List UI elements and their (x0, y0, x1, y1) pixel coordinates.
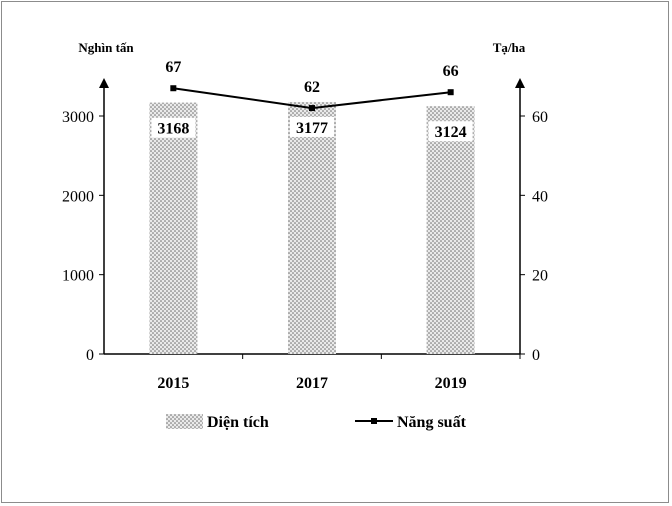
x-tick-label: 2017 (296, 375, 328, 392)
left-axis-arrow (99, 78, 109, 88)
left-tick-label: 3000 (62, 109, 94, 126)
bar-value-label: 3168 (157, 121, 189, 138)
right-tick-label: 60 (532, 109, 548, 126)
x-tick-label: 2019 (435, 375, 467, 392)
bar-label-bg (290, 116, 334, 137)
bar-dien-tich (288, 101, 336, 354)
bar-dien-tich (426, 106, 475, 355)
legend-bar-label: Diện tích (207, 414, 269, 431)
x-tick-label: 2015 (157, 375, 189, 392)
right-tick-label: 40 (532, 188, 548, 205)
line-value-label: 67 (165, 59, 181, 76)
bar-label-bg (428, 121, 473, 142)
line-value-label: 66 (443, 63, 459, 80)
bar-value-label: 3124 (435, 124, 467, 141)
data-labels: 3168 3177 3124 67 62 66 (151, 59, 473, 142)
bar-value-label: 3177 (296, 120, 328, 137)
right-axis-unit: Tạ/ha (493, 40, 526, 55)
right-axis-arrow (515, 78, 525, 88)
right-tick-label: 0 (532, 347, 540, 364)
legend-line-marker (371, 418, 377, 424)
left-tick-label: 2000 (62, 188, 94, 205)
legend: Diện tích Năng suất (166, 414, 467, 431)
line-value-label: 62 (304, 79, 320, 96)
bars (149, 101, 475, 355)
bar-label-bg (151, 117, 196, 138)
left-axis-unit: Nghìn tấn (78, 40, 134, 55)
left-tick-label: 1000 (62, 268, 94, 285)
bar-dien-tich (149, 102, 198, 354)
line-point (170, 85, 177, 92)
legend-bar-swatch (166, 414, 203, 429)
right-tick-label: 20 (532, 268, 548, 285)
productivity-line (170, 85, 454, 112)
left-tick-label: 0 (86, 347, 94, 364)
line-point (447, 89, 454, 96)
legend-line-label: Năng suất (397, 414, 467, 431)
line-point (309, 105, 315, 112)
